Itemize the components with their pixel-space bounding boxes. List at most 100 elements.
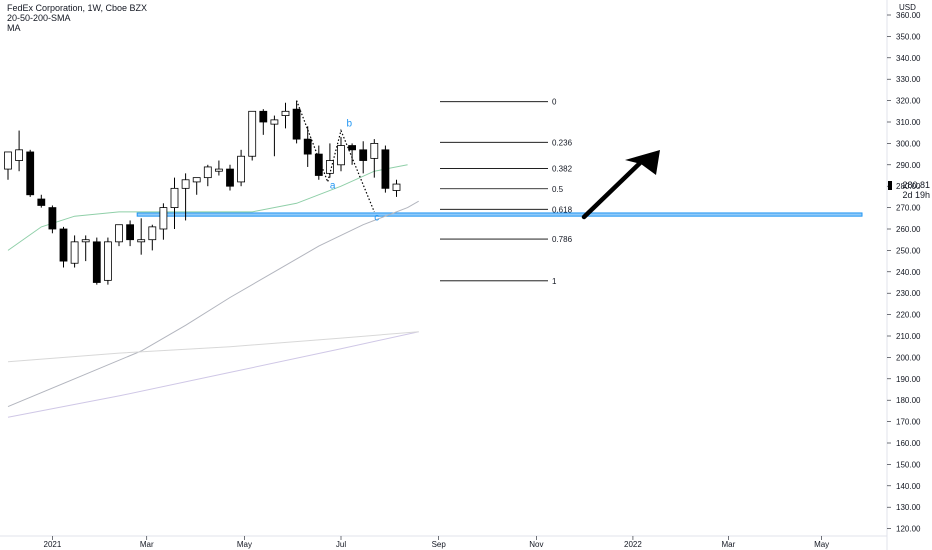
time-tick-label: Mar [721, 540, 735, 549]
candle-body [348, 145, 357, 151]
price-tick-label: 300.00 [896, 139, 921, 148]
price-tick-label: 230.00 [896, 289, 921, 298]
fib-level-label: 0.5 [552, 185, 564, 194]
candle-body [292, 108, 301, 140]
fib-level-label: 0 [552, 98, 557, 107]
up-arrow-annotation [581, 150, 660, 220]
time-axis[interactable]: 2021 Mar May Jul Sep Nov 2022 Mar May [0, 535, 887, 549]
candle-body [170, 187, 179, 208]
candle-body [126, 224, 134, 241]
time-tick-label: 2021 [44, 540, 62, 549]
candle-body [15, 149, 24, 161]
price-tick-label: 130.00 [896, 503, 921, 512]
candle-body [192, 177, 201, 183]
price-tick-label: 340.00 [896, 54, 921, 63]
candle-body [359, 149, 368, 161]
candle-body [281, 110, 290, 116]
price-tick-label: 290.00 [896, 161, 921, 170]
candle-body [314, 153, 323, 176]
price-tick-label: 330.00 [896, 75, 921, 84]
price-tick-label: 280.00 [896, 182, 921, 191]
candle-body [4, 151, 12, 170]
candle-body [259, 110, 268, 123]
time-tick-label: May [814, 540, 829, 549]
candle-body [115, 224, 123, 243]
price-tick-label: 210.00 [896, 332, 921, 341]
wave-label: c [374, 212, 379, 223]
candle-body [325, 160, 334, 174]
candle-body [92, 241, 101, 283]
candle-body [181, 179, 190, 189]
candle-body [70, 241, 79, 264]
candle-body [214, 168, 223, 172]
price-tick-label: 180.00 [896, 396, 921, 405]
currency-label: USD [899, 3, 916, 12]
last-price-tag: 280.81 2d 19h [902, 180, 930, 200]
price-axis[interactable]: 120.00 130.00 140.00 150.00 160.00 170.00 180.… [886, 0, 921, 550]
price-tick-label: 140.00 [896, 482, 921, 491]
candle-body [137, 239, 146, 243]
moving-averages [7, 164, 419, 418]
last-price-value: 280.81 [902, 180, 930, 190]
candle-body [392, 183, 401, 191]
sma50-line [7, 200, 419, 408]
candle-body [59, 228, 68, 262]
wave-annotation: a b c [296, 100, 379, 223]
bar-countdown: 2d 19h [902, 190, 930, 200]
candlestick-series [4, 100, 401, 285]
price-tick-label: 240.00 [896, 268, 921, 277]
fib-level-label: 0.618 [552, 205, 573, 214]
indicator-sma-label[interactable]: 20-50-200-SMA [7, 13, 71, 23]
candle-body [370, 142, 379, 159]
candle-body [26, 151, 35, 196]
price-tick-label: 320.00 [896, 97, 921, 106]
arrow-head [625, 150, 660, 175]
price-tick-label: 160.00 [896, 439, 921, 448]
support-zone-rect [136, 212, 863, 217]
wave-label: a [330, 180, 336, 191]
last-price-marker [888, 181, 892, 190]
sma200-line [7, 331, 419, 418]
time-tick-label: Sep [432, 540, 447, 549]
support-zone [136, 212, 863, 217]
symbol-title[interactable]: FedEx Corporation, 1W, Cboe BZX [7, 3, 148, 13]
candle-body [381, 149, 390, 189]
candle-body [159, 207, 168, 230]
price-tick-label: 270.00 [896, 204, 921, 213]
price-tick-label: 260.00 [896, 225, 921, 234]
time-tick-label: Nov [529, 540, 543, 549]
fibonacci-retracement[interactable]: 0 0.236 0.382 0.5 0.618 0.786 1 [440, 98, 573, 286]
price-tick-label: 310.00 [896, 118, 921, 127]
candle-body [270, 119, 279, 125]
price-tick-label: 190.00 [896, 375, 921, 384]
candle-body [81, 239, 90, 243]
price-tick-label: 220.00 [896, 311, 921, 320]
time-tick-label: May [237, 540, 252, 549]
sma20-line [7, 164, 408, 251]
candle-body [303, 138, 312, 155]
price-tick-label: 170.00 [896, 418, 921, 427]
ma-line [7, 331, 419, 363]
price-tick-label: 350.00 [896, 32, 921, 41]
fib-level-label: 0.786 [552, 235, 573, 244]
candle-body [203, 166, 212, 179]
price-tick-label: 120.00 [896, 525, 921, 534]
fib-level-label: 1 [552, 277, 557, 286]
fib-level-label: 0.382 [552, 164, 573, 173]
candle-body [237, 155, 246, 183]
chart-legend: FedEx Corporation, 1W, Cboe BZX 20-50-20… [7, 3, 147, 33]
candle-body [104, 241, 112, 281]
wave-label: b [347, 118, 353, 129]
price-tick-label: 250.00 [896, 246, 921, 255]
candle-body [48, 207, 57, 230]
fib-level-label: 0.236 [552, 138, 573, 147]
arrow-shaft [581, 160, 643, 220]
price-tick-label: 150.00 [896, 460, 921, 469]
candle-body [248, 110, 257, 157]
time-tick-label: Mar [140, 540, 154, 549]
time-tick-label: 2022 [624, 540, 642, 549]
candle-body [37, 198, 46, 206]
candle-body [337, 145, 345, 166]
indicator-ma-label[interactable]: MA [7, 23, 21, 33]
